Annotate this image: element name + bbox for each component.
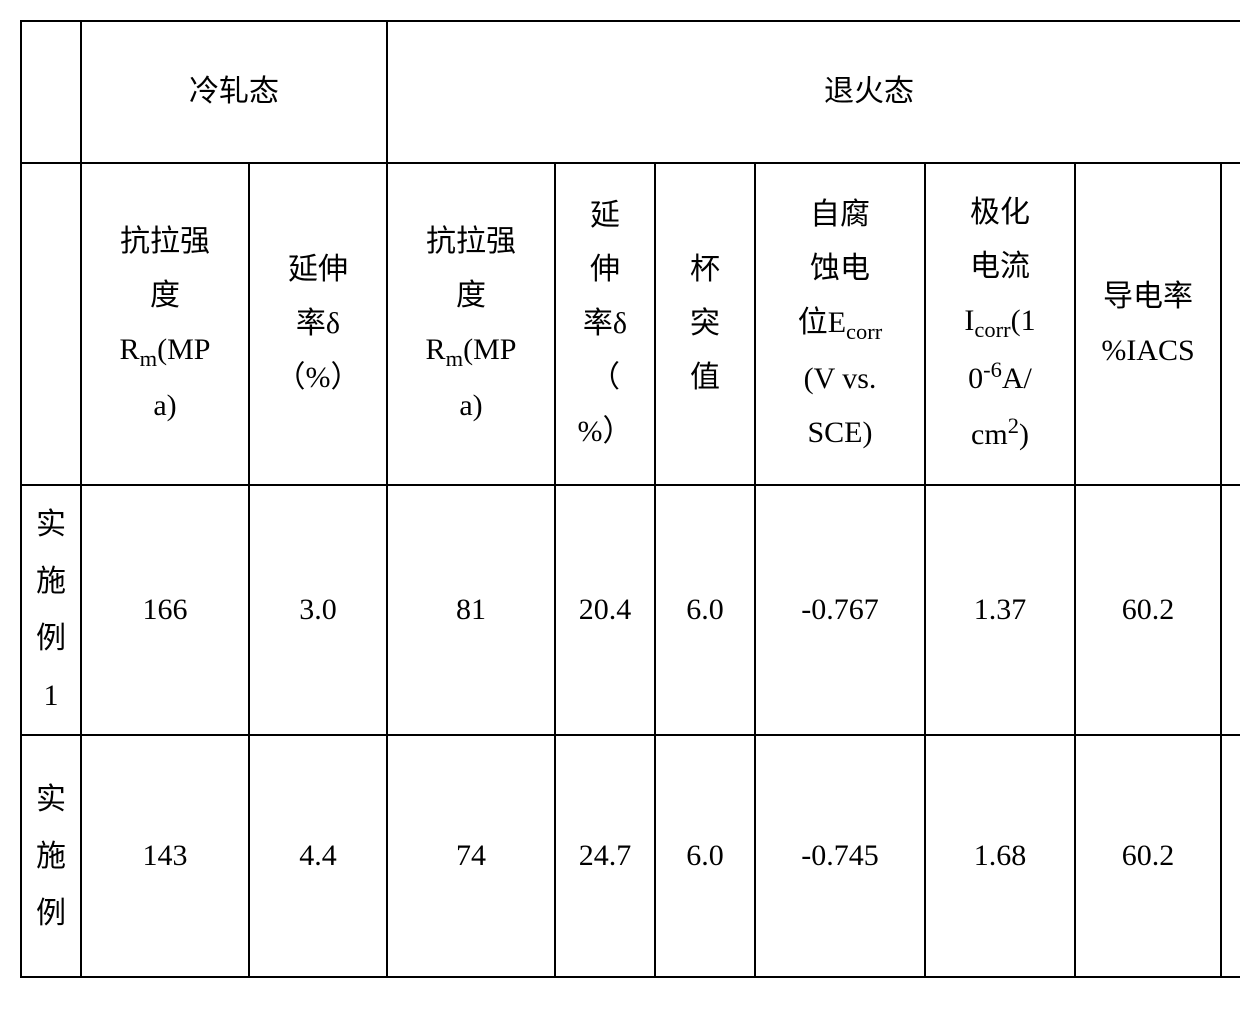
cell-ann-elong: 24.7 [555, 735, 655, 977]
data-table: 冷轧态 退火态 抗拉强度Rm(MPa) 延伸率δ（%） 抗拉强度Rm(MPa) … [20, 20, 1240, 978]
sub-header-ann-tensile: 抗拉强度Rm(MPa) [387, 163, 555, 485]
header-sub-row: 抗拉强度Rm(MPa) 延伸率δ（%） 抗拉强度Rm(MPa) 延伸率δ（%） … [21, 163, 1240, 485]
sub-header-cond: 导电率%IACS [1075, 163, 1221, 485]
sub-header-cup: 杯突值 [655, 163, 755, 485]
cell-cond: 60.2 [1075, 735, 1221, 977]
cell-icorr: 1.68 [925, 735, 1075, 977]
cell-cold-elong: 3.0 [249, 485, 387, 735]
cell-cold-elong: 4.4 [249, 735, 387, 977]
header-group-row: 冷轧态 退火态 [21, 21, 1240, 163]
cell-note [1221, 735, 1240, 977]
cell-cond: 60.2 [1075, 485, 1221, 735]
sub-header-note: 备注 [1221, 163, 1240, 485]
cell-ecorr: -0.745 [755, 735, 925, 977]
sub-header-cold-elong: 延伸率δ（%） [249, 163, 387, 485]
cell-ann-tensile: 81 [387, 485, 555, 735]
cell-ecorr: -0.767 [755, 485, 925, 735]
group-header-cold: 冷轧态 [81, 21, 387, 163]
cell-cold-tensile: 143 [81, 735, 249, 977]
cell-ann-tensile: 74 [387, 735, 555, 977]
sub-header-cold-tensile: 抗拉强度Rm(MPa) [81, 163, 249, 485]
cell-cup: 6.0 [655, 735, 755, 977]
row-label: 实施例1 [21, 485, 81, 735]
sub-header-icorr: 极化电流Icorr(10-6A/cm2) [925, 163, 1075, 485]
cell-ann-elong: 20.4 [555, 485, 655, 735]
sub-header-ann-elong: 延伸率δ（%） [555, 163, 655, 485]
table-row: 实施例1 166 3.0 81 20.4 6.0 -0.767 1.37 60.… [21, 485, 1240, 735]
cell-note [1221, 485, 1240, 735]
corner-cell [21, 21, 81, 163]
row-label: 实施例 [21, 735, 81, 977]
sub-header-blank [21, 163, 81, 485]
sub-header-ecorr: 自腐蚀电位Ecorr(V vs.SCE) [755, 163, 925, 485]
cell-cold-tensile: 166 [81, 485, 249, 735]
group-header-annealed: 退火态 [387, 21, 1240, 163]
cell-icorr: 1.37 [925, 485, 1075, 735]
table-row: 实施例 143 4.4 74 24.7 6.0 -0.745 1.68 60.2 [21, 735, 1240, 977]
cell-cup: 6.0 [655, 485, 755, 735]
